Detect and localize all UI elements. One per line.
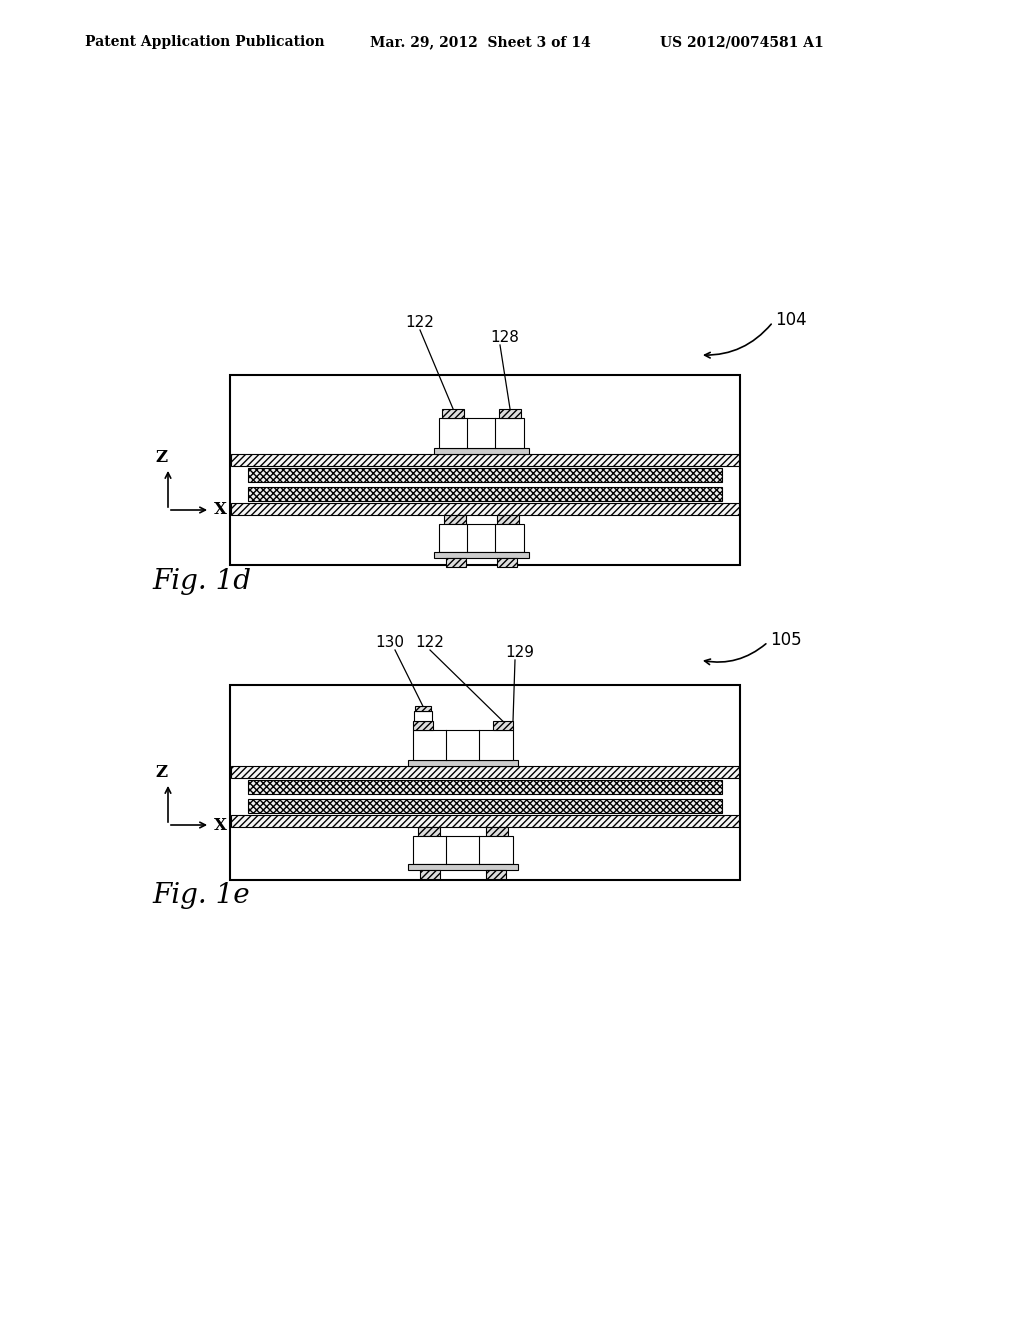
Bar bbox=[413, 837, 513, 865]
Bar bbox=[444, 515, 466, 524]
Bar bbox=[248, 800, 722, 813]
Bar bbox=[248, 780, 722, 795]
Bar bbox=[415, 706, 431, 711]
Text: X: X bbox=[214, 817, 227, 833]
Text: 129: 129 bbox=[506, 645, 535, 660]
Bar bbox=[413, 730, 513, 760]
Bar bbox=[413, 721, 433, 730]
Text: 128: 128 bbox=[490, 330, 519, 345]
Text: Mar. 29, 2012  Sheet 3 of 14: Mar. 29, 2012 Sheet 3 of 14 bbox=[370, 36, 591, 49]
Bar bbox=[231, 503, 739, 515]
Bar bbox=[230, 375, 740, 565]
Text: X: X bbox=[214, 502, 227, 519]
Bar bbox=[414, 711, 432, 721]
Text: 105: 105 bbox=[770, 631, 802, 649]
Bar bbox=[499, 409, 521, 417]
Text: 104: 104 bbox=[775, 312, 807, 329]
Bar bbox=[486, 828, 508, 837]
Bar bbox=[231, 767, 739, 779]
Bar bbox=[248, 467, 722, 482]
Bar bbox=[439, 417, 524, 447]
Bar bbox=[446, 557, 466, 566]
Bar bbox=[231, 816, 739, 828]
Bar bbox=[493, 721, 513, 730]
Text: Z: Z bbox=[156, 764, 168, 781]
Text: 122: 122 bbox=[416, 635, 444, 649]
Bar bbox=[434, 447, 529, 454]
Bar bbox=[418, 828, 440, 837]
Bar bbox=[497, 557, 517, 566]
Bar bbox=[248, 487, 722, 500]
Bar bbox=[486, 870, 506, 879]
Bar bbox=[434, 552, 529, 557]
Text: 122: 122 bbox=[406, 315, 434, 330]
Bar bbox=[231, 454, 739, 466]
Text: Fig. 1d: Fig. 1d bbox=[152, 568, 251, 595]
Bar bbox=[420, 870, 440, 879]
Bar bbox=[408, 865, 518, 870]
Text: Fig. 1e: Fig. 1e bbox=[152, 882, 250, 909]
Bar bbox=[497, 515, 519, 524]
Text: Patent Application Publication: Patent Application Publication bbox=[85, 36, 325, 49]
Text: Z: Z bbox=[156, 449, 168, 466]
Bar bbox=[442, 409, 464, 417]
Bar bbox=[408, 760, 518, 767]
Bar bbox=[439, 524, 524, 552]
Text: 130: 130 bbox=[376, 635, 404, 649]
Bar bbox=[230, 685, 740, 880]
Text: US 2012/0074581 A1: US 2012/0074581 A1 bbox=[660, 36, 823, 49]
